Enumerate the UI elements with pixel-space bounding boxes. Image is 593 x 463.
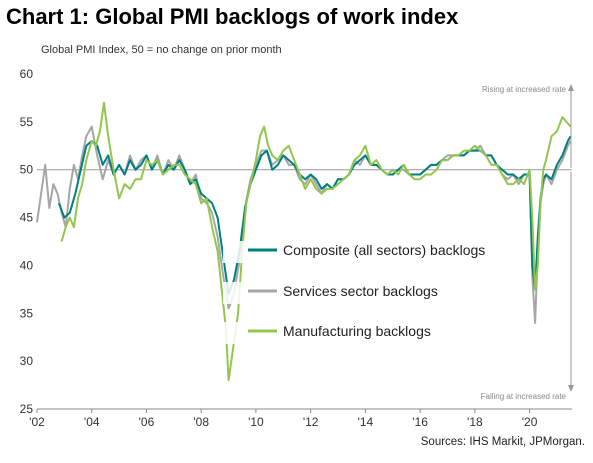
legend-backdrop: [223, 322, 427, 344]
x-tick-label: '10: [248, 415, 264, 429]
axes: 25 30 35 40 45 50 55 60 '02 '04 '06 '08 '10 '12 '14 '16…: [20, 67, 572, 429]
x-tick-label: '20: [522, 415, 538, 429]
series-line: [57, 135, 572, 296]
series-line: [60, 101, 572, 382]
x-tick-label: '18: [467, 415, 483, 429]
legend-label: Manufacturing backlogs: [283, 323, 431, 339]
y-axis-label: Global PMI Index, 50 = no change on prio…: [41, 44, 282, 56]
y-tick-label: 45: [20, 211, 34, 225]
x-tick-label: '16: [412, 415, 428, 429]
rising-annotation: Rising at increased rate: [482, 85, 567, 94]
x-tick-label: '14: [358, 415, 374, 429]
x-tick-label: '04: [84, 415, 100, 429]
y-tick-label: 30: [20, 354, 34, 368]
annotations: Rising at increased rate Falling at incre…: [481, 84, 574, 401]
x-tick-label: '12: [303, 415, 319, 429]
chart-title: Chart 1: Global PMI backlogs of work ind…: [6, 4, 459, 29]
y-tick-label: 60: [20, 67, 34, 81]
rising-arrow-head: [568, 84, 574, 91]
legend-backdrop: [223, 241, 427, 263]
legend-label: Composite (all sectors) backlogs: [283, 242, 485, 258]
x-tick-label: '06: [139, 415, 155, 429]
x-tick-label: '02: [29, 415, 45, 429]
y-tick-label: 50: [20, 163, 34, 177]
y-tick-label: 35: [20, 306, 34, 320]
series-layer: [36, 101, 572, 382]
x-tick-label: '08: [193, 415, 209, 429]
source-note: Sources: IHS Markit, JPMorgan.: [420, 436, 585, 448]
y-tick-label: 25: [20, 402, 34, 416]
y-tick-label: 55: [20, 115, 34, 129]
y-tick-label: 40: [20, 258, 34, 272]
falling-arrow-head: [568, 385, 574, 392]
legend-backdrop: [223, 282, 427, 304]
legend-label: Services sector backlogs: [283, 283, 438, 299]
legend: Composite (all sectors) backlogs Services…: [223, 241, 485, 344]
falling-annotation: Falling at increased rate: [481, 392, 567, 401]
